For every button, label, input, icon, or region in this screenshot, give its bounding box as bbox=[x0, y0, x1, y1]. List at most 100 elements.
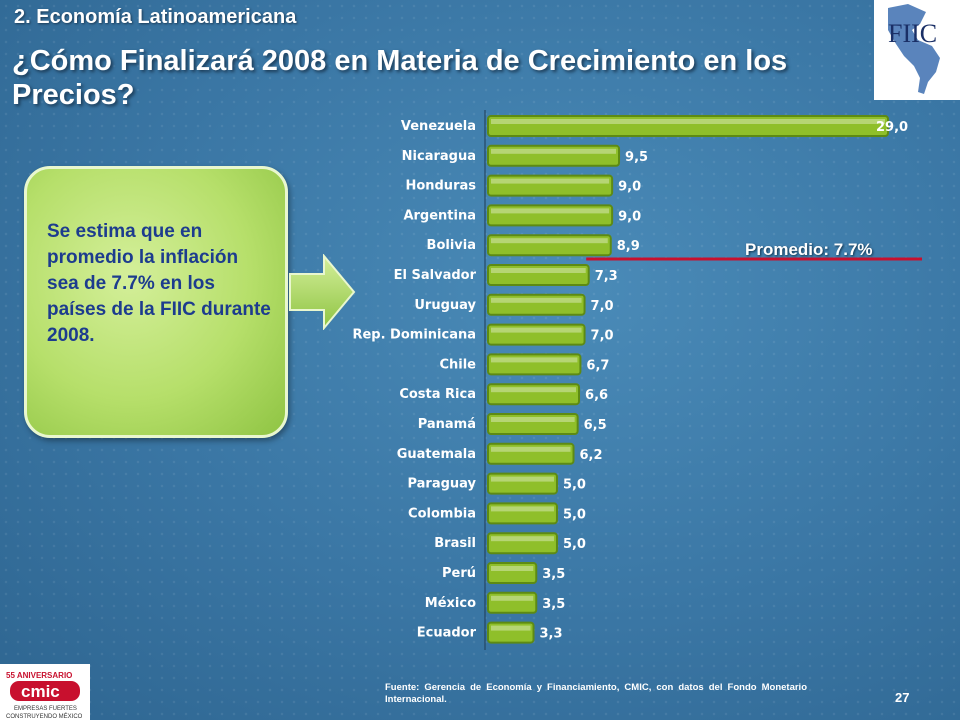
bar-group: Brasil 5,0 bbox=[434, 532, 586, 555]
value-label: 7,3 bbox=[595, 269, 618, 284]
bar-group: Rep. Dominicana 7,0 bbox=[352, 323, 614, 346]
bar-group: Argentina 9,0 bbox=[403, 204, 641, 227]
bar bbox=[487, 264, 590, 286]
category-label: Paraguay bbox=[407, 477, 476, 492]
bar bbox=[487, 174, 614, 197]
bar bbox=[487, 144, 621, 167]
average-label: Promedio: 7.7% bbox=[745, 240, 873, 259]
bar-highlight bbox=[491, 327, 582, 333]
bar-highlight bbox=[491, 566, 534, 571]
value-label: 6,7 bbox=[586, 358, 609, 373]
bar bbox=[487, 353, 582, 376]
bar-group: Perú 3,5 bbox=[442, 562, 565, 584]
value-label: 6,6 bbox=[585, 388, 608, 403]
arrow-right-icon bbox=[289, 254, 356, 330]
callout-text: Se estima que en promedio la inflación s… bbox=[47, 221, 271, 346]
value-label: 8,9 bbox=[617, 239, 640, 254]
value-label: 6,5 bbox=[584, 418, 607, 433]
bar-group: México 3,5 bbox=[425, 591, 565, 614]
bar-group: Bolivia 8,9 bbox=[427, 234, 640, 257]
value-label: 3,5 bbox=[542, 567, 565, 582]
bar-group: Guatemala 6,2 bbox=[397, 442, 603, 465]
bar-highlight bbox=[491, 148, 617, 154]
category-label: México bbox=[425, 596, 476, 611]
category-label: Rep. Dominicana bbox=[352, 328, 476, 343]
bar-highlight bbox=[491, 297, 582, 303]
category-label: Colombia bbox=[408, 506, 476, 521]
americas-map-icon bbox=[888, 4, 940, 94]
bar-highlight bbox=[491, 625, 531, 631]
bar bbox=[487, 383, 581, 406]
fiic-logo-text: FIIC bbox=[888, 19, 937, 48]
bar-highlight bbox=[491, 238, 608, 244]
bar bbox=[487, 532, 558, 555]
bar bbox=[487, 115, 889, 137]
bar-highlight bbox=[491, 536, 554, 542]
bar bbox=[487, 621, 535, 644]
value-label: 9,0 bbox=[618, 209, 641, 224]
bar-highlight bbox=[491, 446, 571, 452]
summary-callout: Se estima que en promedio la inflación s… bbox=[24, 166, 288, 438]
value-label: 29,0 bbox=[876, 120, 908, 135]
bar-group: El Salvador 7,3 bbox=[394, 264, 618, 286]
category-label: Venezuela bbox=[401, 119, 476, 134]
cmic-logo-text: cmic bbox=[21, 682, 60, 701]
value-label: 5,0 bbox=[563, 478, 586, 493]
bar-group: Colombia 5,0 bbox=[408, 502, 586, 525]
bar-group: Paraguay 5,0 bbox=[407, 472, 586, 495]
value-label: 6,2 bbox=[580, 448, 603, 463]
bar-highlight bbox=[491, 119, 885, 124]
value-label: 5,0 bbox=[563, 507, 586, 522]
value-label: 7,0 bbox=[591, 299, 614, 314]
value-label: 3,3 bbox=[540, 627, 563, 642]
category-label: El Salvador bbox=[394, 268, 477, 283]
value-label: 7,0 bbox=[591, 329, 614, 344]
category-label: Uruguay bbox=[414, 298, 476, 313]
bar bbox=[487, 591, 538, 614]
bar bbox=[487, 204, 614, 227]
value-label: 9,5 bbox=[625, 150, 648, 165]
bar-highlight bbox=[491, 268, 586, 273]
category-label: Nicaragua bbox=[402, 149, 476, 164]
bar-highlight bbox=[491, 506, 554, 512]
bar-group: Venezuela 29,0 bbox=[401, 115, 908, 137]
bar bbox=[487, 472, 558, 495]
bar-group: Panamá 6,5 bbox=[418, 413, 607, 435]
bar-highlight bbox=[491, 417, 575, 422]
bar-highlight bbox=[491, 208, 610, 214]
value-label: 9,0 bbox=[618, 180, 641, 195]
category-label: Perú bbox=[442, 566, 476, 581]
cmic-anniversary-text: 55 ANIVERSARIO bbox=[6, 671, 72, 680]
category-label: Brasil bbox=[434, 536, 476, 551]
category-label: Bolivia bbox=[427, 238, 476, 253]
bar bbox=[487, 442, 575, 465]
cmic-tagline-1: EMPRESAS FUERTES bbox=[14, 706, 77, 712]
category-label: Ecuador bbox=[417, 626, 477, 641]
cmic-logo: 55 ANIVERSARIO cmic EMPRESAS FUERTES CON… bbox=[0, 664, 90, 720]
bar-group: Costa Rica 6,6 bbox=[399, 383, 608, 406]
bar bbox=[487, 293, 586, 316]
bar bbox=[487, 234, 612, 257]
category-label: Argentina bbox=[403, 208, 476, 223]
bar-highlight bbox=[491, 178, 610, 184]
bar bbox=[487, 502, 558, 525]
section-heading: 2. Economía Latinoamericana bbox=[14, 6, 297, 28]
value-label: 3,5 bbox=[542, 597, 565, 612]
category-label: Costa Rica bbox=[399, 387, 476, 402]
page-title: ¿Cómo Finalizará 2008 en Materia de Crec… bbox=[12, 45, 788, 111]
bar-group: Honduras 9,0 bbox=[405, 174, 641, 197]
value-label: 5,0 bbox=[563, 537, 586, 552]
cmic-tagline-2: CONSTRUYENDO MÉXICO bbox=[6, 713, 83, 720]
source-note: Fuente: Gerencia de Economía y Financiam… bbox=[385, 682, 807, 705]
bar-highlight bbox=[491, 595, 534, 601]
bar bbox=[487, 323, 586, 346]
bar-group: Uruguay 7,0 bbox=[414, 293, 614, 316]
bar-highlight bbox=[491, 357, 578, 363]
bar-highlight bbox=[491, 387, 577, 393]
page-number: 27 bbox=[895, 690, 910, 705]
category-label: Panamá bbox=[418, 417, 476, 432]
bar-group: Ecuador 3,3 bbox=[417, 621, 563, 644]
bar bbox=[487, 562, 538, 584]
category-label: Honduras bbox=[405, 179, 476, 194]
